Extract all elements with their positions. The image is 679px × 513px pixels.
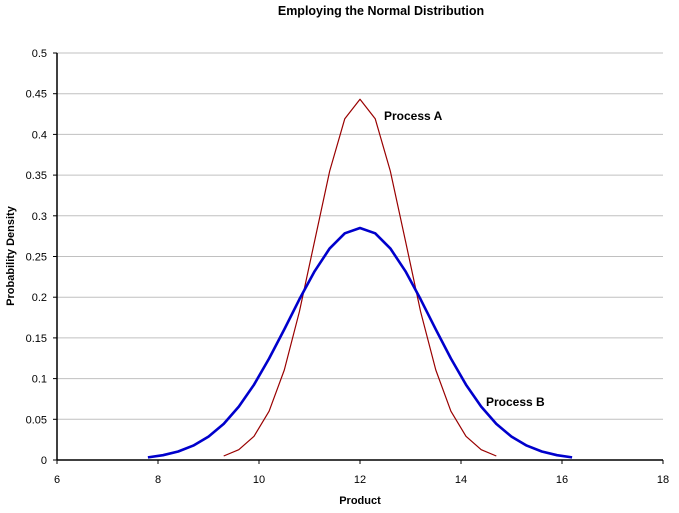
tick-labels: 0 0.05 0.1 0.15 0.2 0.25 0.3 0.35 0.4 0.45 0.5 6 8 10… bbox=[26, 48, 670, 486]
x-axis-label: Product bbox=[339, 495, 381, 507]
x-tick-label: 18 bbox=[657, 474, 669, 486]
y-tick-label: 0.15 bbox=[26, 333, 47, 345]
series-label-process-b: Process B bbox=[486, 395, 545, 409]
x-tick-label: 16 bbox=[556, 474, 568, 486]
x-tick-label: 6 bbox=[54, 474, 60, 486]
y-tick-label: 0.2 bbox=[32, 292, 47, 304]
series-lines bbox=[147, 98, 573, 459]
axes bbox=[53, 52, 664, 464]
y-tick-label: 0.45 bbox=[26, 89, 47, 101]
x-tick-label: 8 bbox=[155, 474, 161, 486]
series-label-process-a: Process A bbox=[384, 109, 443, 123]
y-tick-label: 0.35 bbox=[26, 170, 47, 182]
y-tick-label: 0.1 bbox=[32, 374, 47, 386]
x-tick-label: 14 bbox=[455, 474, 467, 486]
y-tick-label: 0.05 bbox=[26, 414, 47, 426]
series-line-process-a bbox=[223, 98, 497, 457]
y-tick-label: 0 bbox=[41, 455, 47, 467]
gridlines bbox=[57, 52, 663, 420]
x-tick-label: 12 bbox=[354, 474, 366, 486]
y-tick-label: 0.4 bbox=[32, 129, 47, 141]
chart-title: Employing the Normal Distribution bbox=[278, 4, 484, 18]
y-tick-label: 0.5 bbox=[32, 48, 47, 60]
series-line-process-b bbox=[147, 226, 573, 459]
y-tick-label: 0.25 bbox=[26, 252, 47, 264]
y-axis-label: Probability Density bbox=[5, 205, 17, 306]
y-tick-label: 0.3 bbox=[32, 211, 47, 223]
x-tick-label: 10 bbox=[253, 474, 265, 486]
